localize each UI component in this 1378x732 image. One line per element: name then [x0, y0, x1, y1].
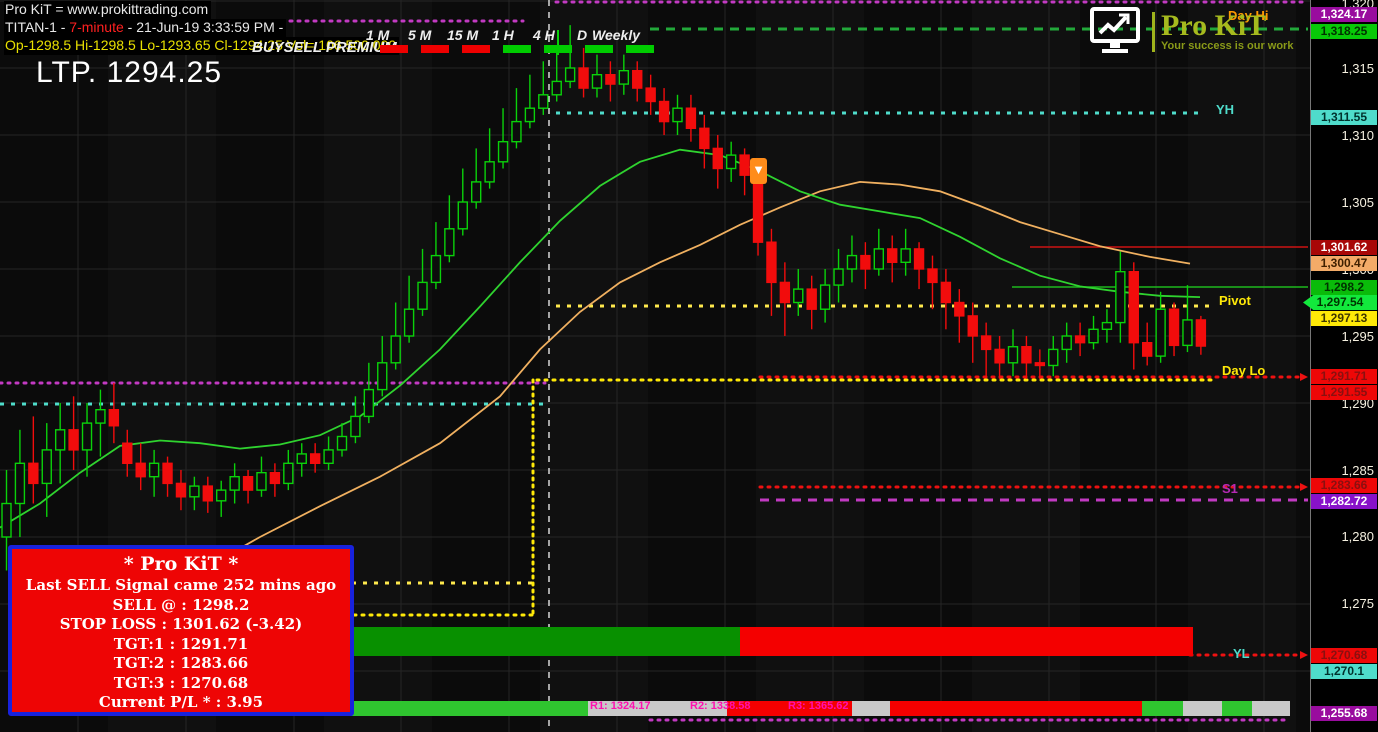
trend-bar-segment	[740, 627, 1193, 656]
signal-title: * Pro KiT *	[123, 553, 239, 575]
axis-price-label: 1,320	[1341, 0, 1374, 11]
price-badge-1300.47: 1,300.47	[1311, 256, 1377, 271]
trend-bar-segment	[1183, 701, 1222, 716]
axis-price-label: 1,305	[1341, 195, 1374, 210]
trend-bar-segment	[346, 701, 588, 716]
timeframe-1m[interactable]: 1 M	[366, 27, 390, 43]
prokit-logo: Pro KiT Your success is our work	[1088, 4, 1328, 60]
axis-price-label: 1,275	[1341, 596, 1374, 611]
chart-label-day-lo: Day Lo	[1222, 363, 1266, 378]
trend-bar-segment	[1142, 701, 1183, 716]
pivot-r-label: R3: 1365.62	[788, 700, 849, 712]
price-badge-1297.13: 1,297.13	[1311, 311, 1377, 326]
price-badge-1324.17: 1,324.17	[1311, 7, 1377, 22]
price-badge-1282.72: 1,282.72	[1311, 494, 1377, 509]
buysell-premium-label: BUYSELL PREMIUM	[252, 39, 397, 56]
signal-line: TGT:3 : 1270.68	[113, 673, 249, 692]
trend-bar-segment	[852, 701, 890, 716]
price-badge-1270.1: 1,270.1	[1311, 664, 1377, 679]
timeframe-15m[interactable]: 15 M	[447, 27, 479, 43]
signal-line: Last SELL Signal came 252 mins ago	[25, 576, 337, 594]
monitor-chart-icon	[1088, 5, 1146, 60]
axis-price-label: 1,280	[1341, 529, 1374, 544]
chart-label-pivot: Pivot	[1219, 293, 1251, 308]
axis-price-label: 1,285	[1341, 463, 1374, 478]
timeframe-highlight: 7-minute	[69, 19, 124, 35]
chart-label-s1: S1	[1222, 481, 1238, 496]
timeframe-trend-bar	[503, 45, 531, 53]
signal-line: STOP LOSS : 1301.62 (-3.42)	[59, 615, 303, 633]
ohlc-readout: Op-1298.5 Hi-1298.5 Lo-1293.65 Cl-1294.2…	[4, 37, 400, 55]
price-badge-1270.68: 1,270.68	[1311, 648, 1377, 663]
symbol-info: TITAN-1 - 7-minute - 21-Jun-19 3:33:59 P…	[4, 19, 287, 37]
app-title: Pro KiT = www.prokittrading.com	[4, 1, 212, 19]
price-badge-1297.54: 1,297.54	[1303, 295, 1377, 310]
price-badge-1301.62: 1,301.62	[1311, 240, 1377, 255]
timeframe-trend-bar	[462, 45, 490, 53]
timeframe-4h[interactable]: 4 H	[533, 27, 555, 43]
signal-line: TGT:2 : 1283.66	[113, 654, 249, 672]
timeframe-trend-bar	[544, 45, 572, 53]
signal-line: SELL @ : 1298.2	[112, 595, 250, 614]
timeframe-d[interactable]: D	[577, 27, 588, 43]
price-badge-1311.55: 1,311.55	[1311, 110, 1377, 125]
price-badge-1318.25: 1,318.25	[1311, 24, 1377, 39]
timeframe-trend-bar	[626, 45, 654, 53]
logo-tagline: Your success is our work	[1161, 40, 1294, 52]
trend-bar-segment	[1252, 701, 1290, 716]
timeframe-1h[interactable]: 1 H	[492, 27, 514, 43]
signal-popup: * Pro KiT * Last SELL Signal came 252 mi…	[8, 545, 354, 716]
trend-bar-segment	[1222, 701, 1252, 716]
ltp-readout: LTP. 1294.25	[36, 56, 223, 89]
axis-price-label: 1,295	[1341, 329, 1374, 344]
price-badge-1283.66: 1,283.66	[1311, 478, 1377, 493]
axis-price-label: 1,310	[1341, 128, 1374, 143]
price-badge-1291.55: 1,291.55	[1311, 385, 1377, 400]
trend-bar-segment	[346, 627, 740, 656]
axis-price-label: 1,315	[1341, 61, 1374, 76]
price-badge-1291.71: 1,291.71	[1311, 369, 1377, 384]
timeframe-trend-bar	[421, 45, 449, 53]
signal-line: Current P/L * : 3.95	[98, 693, 264, 711]
sell-signal-marker: ▼	[750, 158, 768, 184]
price-badge-1255.68: 1,255.68	[1311, 706, 1377, 721]
chart-header: Pro KiT = www.prokittrading.com TITAN-1 …	[4, 1, 400, 55]
chart-label-yh: YH	[1216, 102, 1235, 117]
timeframe-weekly[interactable]: Weekly	[592, 27, 640, 43]
signal-line: TGT:1 : 1291.71	[113, 634, 249, 653]
trend-bar-segment	[890, 701, 1142, 716]
timeframe-trend-bar	[585, 45, 613, 53]
pivot-r-label: R2: 1338.58	[690, 700, 751, 712]
trend-bar-segment	[727, 701, 852, 716]
timeframe-5m[interactable]: 5 M	[408, 27, 432, 43]
logo-name: Pro KiT	[1161, 9, 1267, 42]
timeframe-trend-bar	[380, 45, 408, 53]
chart-label-day-hi: Day Hi	[1228, 8, 1269, 23]
price-badge-1298.2: 1,298.2	[1311, 280, 1377, 295]
pivot-r-label: R1: 1324.17	[590, 700, 651, 712]
chart-label-yl: YL	[1233, 646, 1250, 661]
